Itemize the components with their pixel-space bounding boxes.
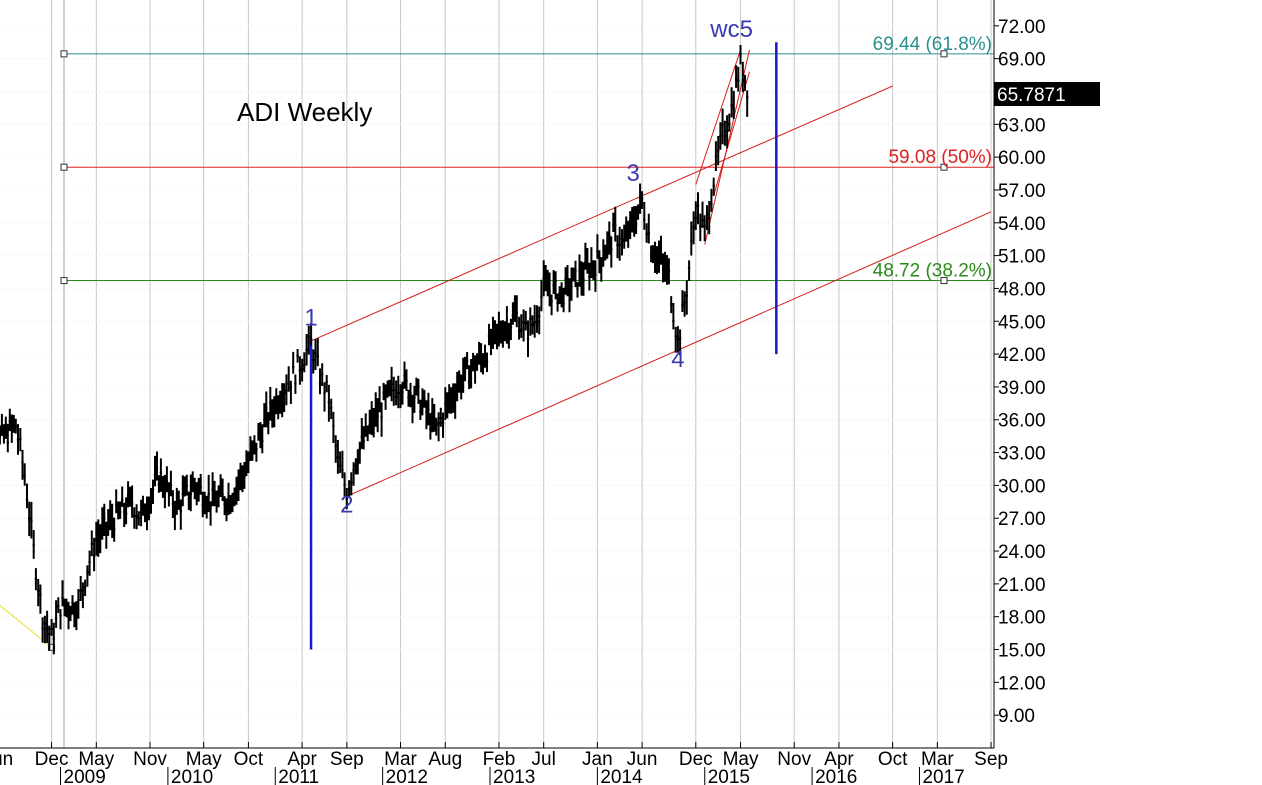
grid — [0, 0, 994, 748]
x-year-label: 2014 — [600, 767, 643, 785]
channel-line — [310, 85, 893, 342]
x-year-label: 2013 — [493, 767, 535, 785]
x-month-label: Jan — [582, 749, 613, 770]
x-month-label: Oct — [878, 749, 908, 770]
fib-handle-right — [940, 277, 948, 285]
y-tick-label: 30.00 — [998, 476, 1046, 497]
x-month-label: Jun — [0, 749, 13, 770]
x-month-label: Oct — [234, 749, 264, 770]
x-month-label: Sep — [330, 749, 364, 770]
x-month-label: Nov — [133, 749, 167, 770]
x-month-label: Mar — [921, 749, 954, 770]
fibonacci-levels — [60, 50, 994, 285]
y-tick-label: 9.00 — [998, 706, 1035, 727]
fib-level-label: 48.72 (38.2%) — [873, 261, 992, 282]
wave-label: 2 — [340, 492, 353, 519]
channel-lines — [0, 49, 992, 651]
y-tick-label: 33.00 — [998, 444, 1046, 465]
y-tick-label: 57.00 — [998, 181, 1046, 202]
y-tick-label: 69.00 — [998, 50, 1046, 71]
fib-handle-right — [940, 163, 948, 171]
y-tick-label: 39.00 — [998, 378, 1046, 399]
y-tick-label: 21.00 — [998, 575, 1046, 596]
y-tick-label: 75.00 — [998, 0, 1046, 5]
wave-label: 1 — [304, 305, 317, 332]
wave-label: 4 — [671, 346, 684, 373]
vertical-markers — [309, 42, 778, 650]
fib-handle-left — [60, 277, 68, 285]
x-month-label: May — [78, 749, 114, 770]
y-tick-label: 63.00 — [998, 115, 1046, 136]
last-price-box — [994, 82, 1100, 106]
x-year-label: 2012 — [386, 767, 428, 785]
wave-label: 3 — [626, 160, 639, 187]
x-year-label: 2017 — [922, 767, 964, 785]
x-year-label: 2010 — [171, 767, 213, 785]
trend-line — [0, 604, 52, 648]
x-axis: Jun Dec May Nov May Oct Apr Sep Mar Aug Feb Jul Jan J… — [0, 742, 1008, 785]
y-tick-label: 54.00 — [998, 214, 1046, 235]
y-tick-label: 48.00 — [998, 279, 1046, 300]
x-month-label: Mar — [384, 749, 417, 770]
fib-handle-left — [60, 163, 68, 171]
wave-label: wc5 — [709, 16, 753, 43]
x-year-label: 2009 — [64, 767, 106, 785]
y-tick-label: 60.00 — [998, 148, 1046, 169]
fib-handle-right — [940, 50, 948, 58]
y-tick-label: 42.00 — [998, 345, 1046, 366]
x-month-label: Nov — [777, 749, 811, 770]
x-month-label: Apr — [287, 749, 317, 770]
fib-level-label: 59.08 (50%) — [888, 147, 992, 168]
y-tick-label: 72.00 — [998, 17, 1046, 38]
x-month-label: Apr — [824, 749, 854, 770]
x-year-label: 2016 — [815, 767, 857, 785]
y-tick-label: 27.00 — [998, 509, 1046, 530]
x-month-label: Sep — [974, 749, 1008, 770]
x-month-label: May — [723, 749, 759, 770]
y-tick-label: 36.00 — [998, 411, 1046, 432]
price-series — [0, 45, 749, 655]
y-axis: 9.00 12.00 15.00 18.00 21.00 24.00 27.00 30.00 3… — [993, 0, 1046, 748]
x-month-label: Aug — [428, 749, 462, 770]
channel-line — [695, 49, 742, 185]
last-price-badge: 65.7871 — [994, 82, 1100, 106]
fib-level-label: 69.44 (61.8%) — [873, 34, 992, 55]
y-tick-label: 45.00 — [998, 312, 1046, 333]
x-month-label: Jul — [532, 749, 556, 770]
y-tick-label: 18.00 — [998, 608, 1046, 629]
x-month-label: Jun — [627, 749, 658, 770]
y-tick-label: 15.00 — [998, 641, 1046, 662]
chart-title: ADI Weekly — [237, 97, 372, 127]
x-month-label: Dec — [35, 749, 69, 770]
x-month-label: May — [186, 749, 222, 770]
channel-line — [713, 71, 750, 196]
x-month-label: Dec — [679, 749, 713, 770]
y-tick-label: 51.00 — [998, 247, 1046, 268]
last-price-value: 65.7871 — [997, 85, 1066, 106]
channel-line — [346, 211, 992, 497]
x-year-label: 2015 — [708, 767, 750, 785]
x-month-label: Feb — [483, 749, 516, 770]
wave-labels: 1 2 3 4 wc5 — [304, 16, 753, 519]
x-year-label: 2011 — [278, 767, 319, 785]
y-tick-label: 12.00 — [998, 673, 1046, 694]
y-tick-label: 24.00 — [998, 542, 1046, 563]
fib-handle-left — [60, 50, 68, 58]
price-bars — [0, 45, 749, 655]
fibonacci-labels: 69.44 (61.8%) 59.08 (50%) 48.72 (38.2%) — [873, 34, 992, 282]
